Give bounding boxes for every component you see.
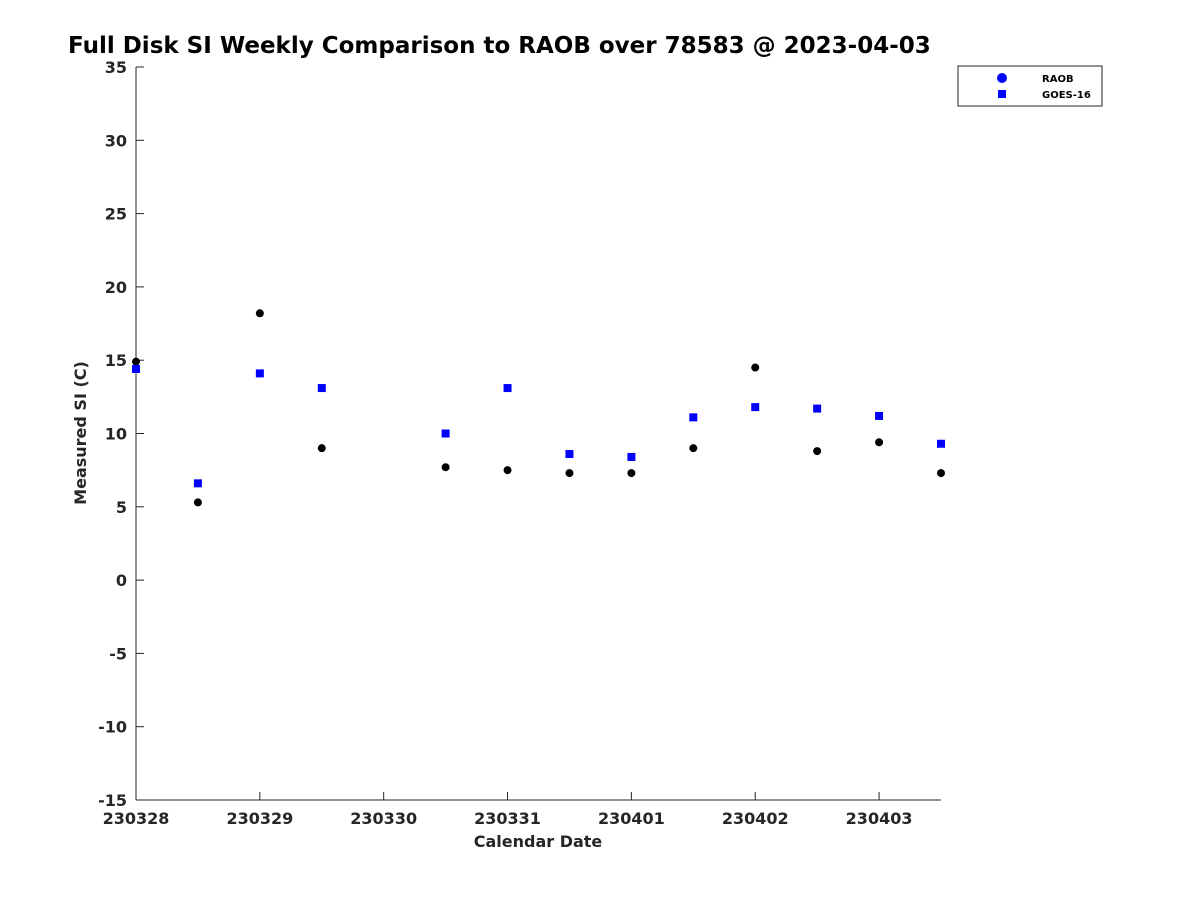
x-tick-label: 230403 <box>846 809 913 828</box>
goes16-point <box>751 403 760 412</box>
y-tick-label: -5 <box>109 644 127 663</box>
raob-point <box>627 469 636 478</box>
legend-label: RAOB <box>1042 74 1074 85</box>
goes16-point <box>193 479 202 488</box>
goes16-point <box>132 364 140 373</box>
goes16-point <box>255 369 264 378</box>
legend-box <box>957 65 1103 107</box>
legend-marker-goes16 <box>998 90 1006 98</box>
x-axis-label: Calendar Date <box>474 832 603 851</box>
x-tick-label: 230329 <box>226 809 293 828</box>
legend-label: GOES-16 <box>1042 90 1091 101</box>
raob-point <box>689 444 698 453</box>
goes16-point <box>689 413 698 422</box>
y-tick-label: 0 <box>116 571 127 590</box>
x-tick-label: 230328 <box>103 809 170 828</box>
x-tick-label: 230401 <box>598 809 665 828</box>
x-tick-label: 230330 <box>350 809 417 828</box>
y-tick-label: 25 <box>105 205 127 224</box>
goes16-point <box>813 404 822 413</box>
raob-point <box>813 447 822 456</box>
goes16-point <box>627 452 636 461</box>
goes16-point <box>875 411 884 420</box>
raob-point <box>503 466 512 475</box>
goes16-point <box>937 439 945 448</box>
y-axis-label: Measured SI (C) <box>71 361 90 505</box>
x-tick-label: 230402 <box>722 809 789 828</box>
raob-point <box>193 498 202 507</box>
y-tick-label: 20 <box>105 278 127 297</box>
raob-point <box>441 463 450 472</box>
y-tick-label: -15 <box>98 791 127 810</box>
y-tick-label: 15 <box>105 351 127 370</box>
x-axis-ticks: 230328 230329 230330 230331 230401 230402 2304… <box>103 792 913 828</box>
legend: RAOB GOES-16 <box>957 65 1103 107</box>
y-tick-label: 30 <box>105 131 127 150</box>
data-points <box>132 309 945 507</box>
raob-point <box>255 309 264 318</box>
y-tick-label: 5 <box>116 498 127 517</box>
raob-point <box>565 469 574 478</box>
y-tick-label: 35 <box>105 58 127 77</box>
legend-marker-raob <box>997 73 1007 83</box>
y-tick-label: -10 <box>98 718 127 737</box>
raob-point <box>317 444 326 453</box>
goes16-point <box>565 450 574 459</box>
y-tick-label: 10 <box>105 425 127 444</box>
x-tick-label: 230331 <box>474 809 541 828</box>
goes16-point <box>441 429 450 438</box>
goes16-point <box>317 384 326 393</box>
chart-title: Full Disk SI Weekly Comparison to RAOB o… <box>68 33 931 59</box>
axes <box>135 67 941 801</box>
y-axis-ticks: -15 -10 -5 0 5 10 15 20 25 30 35 <box>98 58 144 810</box>
raob-point <box>132 357 140 366</box>
goes16-point <box>503 384 512 393</box>
raob-point <box>937 469 945 478</box>
raob-point <box>751 363 760 372</box>
raob-point <box>875 438 884 447</box>
